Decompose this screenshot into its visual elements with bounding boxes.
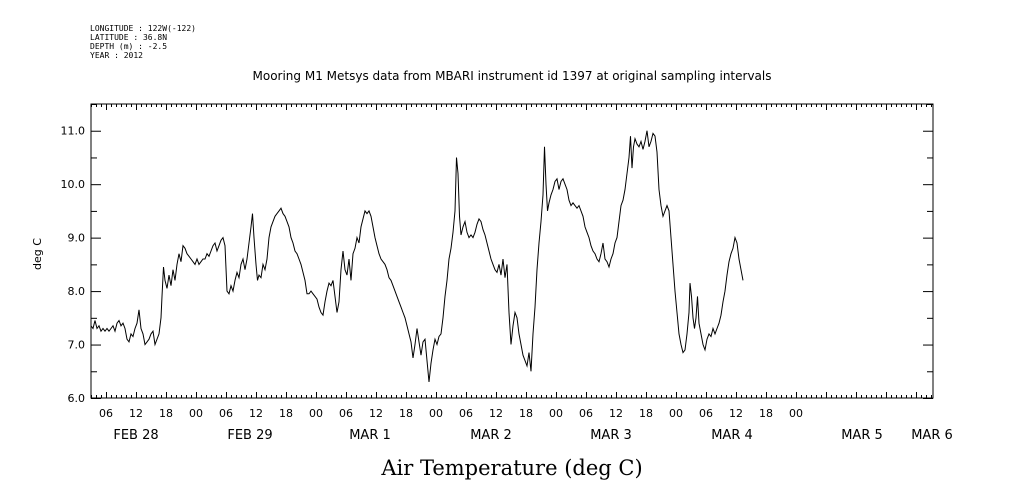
y-axis: 6.0 7.0 8.0 9.0 10.0 11.0 <box>61 104 933 405</box>
day-label: MAR 4 <box>711 428 753 443</box>
metadata-block: LONGITUDE : 122W(-122) LATITUDE : 36.8N … <box>90 24 196 60</box>
x-tick-label: 06 <box>219 407 233 420</box>
x-tick-label: 12 <box>249 407 263 420</box>
day-label: MAR 3 <box>590 428 632 443</box>
y-tick-label: 7.0 <box>68 339 86 352</box>
y-tick-label: 10.0 <box>61 178 86 191</box>
x-tick-label: 12 <box>129 407 143 420</box>
x-tick-label: 18 <box>639 407 653 420</box>
x-tick-label: 06 <box>339 407 353 420</box>
x-tick-label: 12 <box>489 407 503 420</box>
y-tick-label: 6.0 <box>68 392 86 405</box>
x-tick-label: 12 <box>729 407 743 420</box>
x-tick-label: 00 <box>189 407 203 420</box>
x-tick-label: 00 <box>429 407 443 420</box>
day-label: MAR 5 <box>841 428 883 443</box>
day-label: MAR 1 <box>349 428 391 443</box>
x-tick-label: 06 <box>699 407 713 420</box>
day-label: MAR 2 <box>470 428 512 443</box>
chart-title: Mooring M1 Metsys data from MBARI instru… <box>253 69 772 83</box>
y-tick-label: 8.0 <box>68 285 86 298</box>
metadata-latitude: LATITUDE : 36.8N <box>90 33 167 42</box>
x-tick-label: 18 <box>399 407 413 420</box>
x-tick-label: 00 <box>309 407 323 420</box>
x-tick-label: 18 <box>159 407 173 420</box>
x-tick-label: 00 <box>549 407 563 420</box>
metadata-depth: DEPTH (m) : -2.5 <box>90 42 167 51</box>
air-temperature-line <box>90 130 744 383</box>
x-tick-label: 18 <box>519 407 533 420</box>
x-axis: 06 12 18 00 06 12 18 00 06 12 18 00 06 12 18 00 06 12 18 00… <box>99 407 953 443</box>
day-label: FEB 28 <box>113 428 158 443</box>
x-tick-label: 00 <box>789 407 803 420</box>
x-tick-label: 12 <box>369 407 383 420</box>
y-tick-label: 9.0 <box>68 232 86 245</box>
y-axis-label: deg C <box>31 238 44 270</box>
x-tick-label: 06 <box>579 407 593 420</box>
x-axis-label: Air Temperature (deg C) <box>380 456 642 480</box>
x-tick-label: 12 <box>609 407 623 420</box>
x-tick-label: 18 <box>279 407 293 420</box>
x-tick-label: 00 <box>669 407 683 420</box>
day-label: FEB 29 <box>227 428 272 443</box>
plot-frame <box>90 103 934 399</box>
metadata-year: YEAR : 2012 <box>90 51 143 60</box>
x-tick-label: 06 <box>459 407 473 420</box>
metadata-longitude: LONGITUDE : 122W(-122) <box>90 24 196 33</box>
day-label: MAR 6 <box>911 428 953 443</box>
x-tick-label: 18 <box>759 407 773 420</box>
x-tick-label: 06 <box>99 407 113 420</box>
y-tick-label: 11.0 <box>61 125 86 138</box>
